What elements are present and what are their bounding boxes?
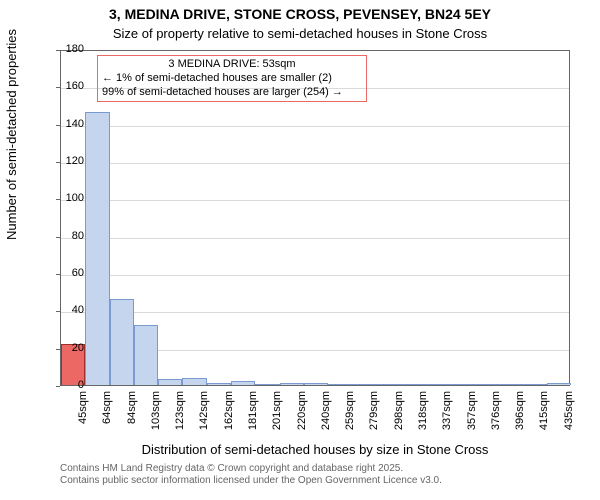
x-tick-label: 337sqm — [441, 391, 453, 430]
x-tick-label: 64sqm — [101, 391, 113, 424]
y-tick-label: 120 — [54, 155, 84, 167]
y-tick-label: 20 — [54, 342, 84, 354]
y-tick-label: 180 — [54, 43, 84, 55]
histogram-bar — [110, 299, 134, 385]
x-tick-label: 357sqm — [466, 391, 478, 430]
x-tick-label: 123sqm — [174, 391, 186, 430]
histogram-bar — [425, 384, 449, 385]
histogram-bar — [280, 383, 304, 385]
x-tick-label: 162sqm — [223, 391, 235, 430]
x-tick-label: 201sqm — [271, 391, 283, 430]
histogram-bar — [474, 384, 498, 385]
annotation-line-3: 99% of semi-detached houses are larger (… — [102, 86, 362, 100]
histogram-bar — [328, 384, 352, 385]
histogram-bar — [231, 381, 255, 385]
annotation-box: 3 MEDINA DRIVE: 53sqm← 1% of semi-detach… — [97, 55, 367, 102]
y-tick-mark — [56, 386, 60, 387]
y-tick-label: 160 — [54, 80, 84, 92]
y-tick-mark — [56, 311, 60, 312]
gridline — [61, 126, 569, 127]
footer-line-2: Contains public sector information licen… — [60, 475, 442, 487]
footer-line-1: Contains HM Land Registry data © Crown c… — [60, 463, 442, 475]
histogram-bar — [158, 379, 182, 385]
histogram-bar — [450, 384, 474, 385]
x-tick-label: 103sqm — [150, 391, 162, 430]
histogram-bar — [304, 383, 328, 385]
histogram-bar — [255, 384, 279, 385]
plot-area: 3 MEDINA DRIVE: 53sqm← 1% of semi-detach… — [60, 50, 570, 386]
histogram-bar — [377, 384, 401, 385]
x-tick-label: 84sqm — [126, 391, 138, 424]
histogram-bar — [522, 384, 546, 385]
y-tick-mark — [56, 199, 60, 200]
histogram-bar — [498, 384, 522, 385]
y-tick-mark — [56, 50, 60, 51]
histogram-bar — [134, 325, 158, 385]
histogram-bar — [352, 384, 376, 385]
y-tick-mark — [56, 237, 60, 238]
gridline — [61, 200, 569, 201]
x-tick-label: 298sqm — [393, 391, 405, 430]
gridline — [61, 275, 569, 276]
histogram-bar — [207, 383, 231, 385]
histogram-bar — [182, 378, 206, 385]
y-tick-mark — [56, 274, 60, 275]
chart-container: 3, MEDINA DRIVE, STONE CROSS, PEVENSEY, … — [0, 0, 600, 500]
y-tick-mark — [56, 162, 60, 163]
chart-title: 3, MEDINA DRIVE, STONE CROSS, PEVENSEY, … — [0, 6, 600, 22]
x-tick-label: 181sqm — [247, 391, 259, 430]
x-tick-label: 396sqm — [514, 391, 526, 430]
y-tick-mark — [56, 87, 60, 88]
x-tick-label: 259sqm — [344, 391, 356, 430]
x-tick-label: 435sqm — [563, 391, 575, 430]
histogram-bar — [85, 112, 109, 385]
x-tick-label: 240sqm — [320, 391, 332, 430]
annotation-line-2: ← 1% of semi-detached houses are smaller… — [102, 72, 362, 86]
y-tick-label: 140 — [54, 118, 84, 130]
y-tick-label: 40 — [54, 304, 84, 316]
x-tick-label: 318sqm — [417, 391, 429, 430]
x-tick-label: 142sqm — [199, 391, 211, 430]
x-tick-label: 279sqm — [369, 391, 381, 430]
y-tick-label: 0 — [54, 379, 84, 391]
y-tick-label: 80 — [54, 230, 84, 242]
y-axis-label: Number of semi-detached properties — [4, 29, 19, 240]
y-tick-mark — [56, 349, 60, 350]
x-tick-label: 376sqm — [490, 391, 502, 430]
x-tick-label: 415sqm — [539, 391, 551, 430]
gridline — [61, 238, 569, 239]
x-axis-label: Distribution of semi-detached houses by … — [60, 442, 570, 457]
y-tick-label: 100 — [54, 192, 84, 204]
x-tick-label: 220sqm — [296, 391, 308, 430]
y-tick-label: 60 — [54, 267, 84, 279]
histogram-bar — [401, 384, 425, 385]
x-tick-label: 45sqm — [77, 391, 89, 424]
footer-attribution: Contains HM Land Registry data © Crown c… — [60, 463, 442, 487]
chart-subtitle: Size of property relative to semi-detach… — [0, 26, 600, 41]
annotation-line-1: 3 MEDINA DRIVE: 53sqm — [102, 58, 362, 72]
gridline — [61, 163, 569, 164]
y-tick-mark — [56, 125, 60, 126]
gridline — [61, 312, 569, 313]
histogram-bar — [547, 383, 571, 385]
